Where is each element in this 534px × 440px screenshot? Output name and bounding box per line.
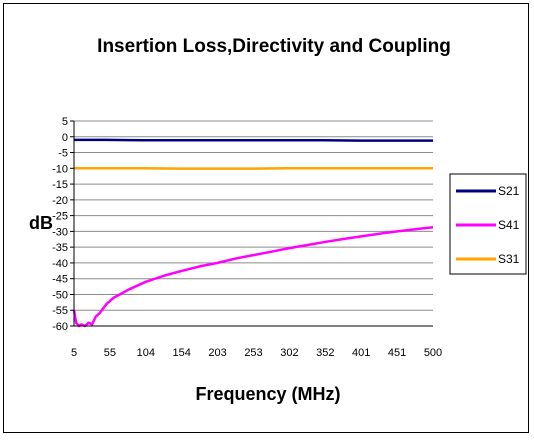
x-tick-label: 352 xyxy=(316,347,334,359)
y-tick-label: -60 xyxy=(52,321,68,333)
y-axis-title: dB xyxy=(29,213,53,233)
y-tick-label: -5 xyxy=(58,148,68,160)
y-tick-label: -35 xyxy=(52,242,68,254)
x-tick-label: 203 xyxy=(208,347,226,359)
x-tick-label: 451 xyxy=(388,347,406,359)
y-tick-label: -40 xyxy=(52,258,68,270)
y-tick-label: -45 xyxy=(52,274,68,286)
axes xyxy=(73,121,433,327)
x-tick-label: 253 xyxy=(244,347,262,359)
series-lines xyxy=(72,138,434,328)
plot-area xyxy=(74,121,433,326)
y-tick-label: -10 xyxy=(52,163,68,175)
y-tick-label: 0 xyxy=(62,132,68,144)
y-tick-label: -25 xyxy=(52,211,68,223)
series-line-s21 xyxy=(74,138,433,142)
legend-label-s41: S41 xyxy=(498,218,520,232)
x-tick-label: 302 xyxy=(280,347,298,359)
chart-canvas: Insertion Loss,Directivity and Coupling … xyxy=(29,36,527,404)
x-tick-label: 104 xyxy=(137,347,155,359)
legend-label-s31: S31 xyxy=(498,252,520,266)
y-tick-label: -15 xyxy=(52,179,68,191)
series-line-s41 xyxy=(72,226,434,328)
chart-title: Insertion Loss,Directivity and Coupling xyxy=(97,36,451,57)
y-tick-label: -20 xyxy=(52,195,68,207)
x-tick-label: 500 xyxy=(424,347,442,359)
y-tick-label: -50 xyxy=(52,289,68,301)
x-tick-label: 154 xyxy=(173,347,191,359)
y-tick-label: -30 xyxy=(52,226,68,238)
x-axis-title: Frequency (MHz) xyxy=(195,384,340,404)
chart-frame: Insertion Loss,Directivity and Coupling … xyxy=(3,3,529,433)
x-tick-label: 55 xyxy=(104,347,116,359)
y-tick-labels: 5 0 -5 -10 -15 -20 -25 -30 -35 -40 -45 -50 -55 -60 xyxy=(52,116,74,333)
x-tick-label: 401 xyxy=(352,347,370,359)
y-tick-label: -55 xyxy=(52,305,68,317)
y-tick-label: 5 xyxy=(62,116,68,128)
x-tick-label: 5 xyxy=(71,347,77,359)
legend: S21 S41 S31 xyxy=(449,173,527,275)
plot-background xyxy=(74,121,433,326)
x-tick-labels: 5 55 104 154 203 253 302 352 401 451 500 xyxy=(71,347,442,359)
legend-label-s21: S21 xyxy=(498,184,520,198)
